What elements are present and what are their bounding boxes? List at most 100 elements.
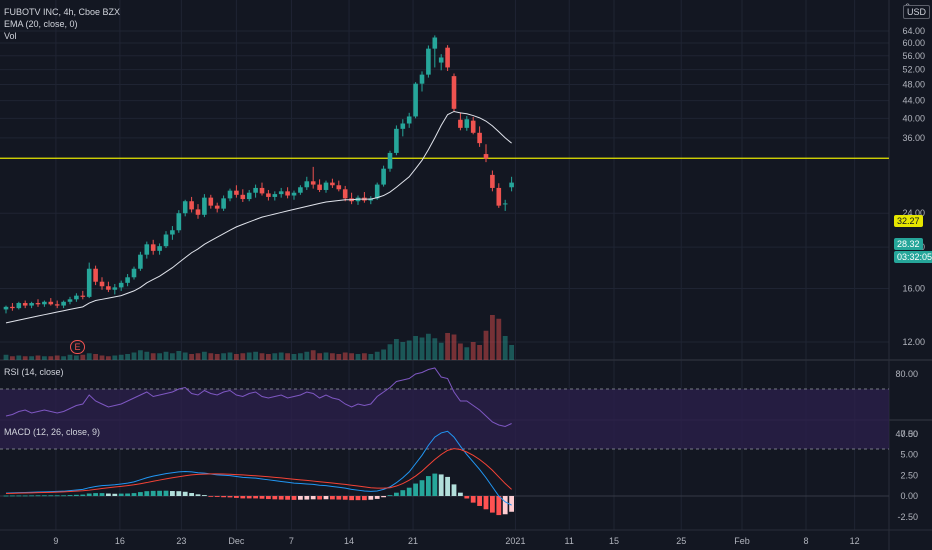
macd-histogram-bar: [157, 490, 162, 496]
macd-histogram-bar: [202, 495, 207, 496]
macd-histogram-bar: [458, 492, 463, 496]
volume-bar: [349, 353, 354, 360]
candle-body: [490, 174, 495, 188]
time-tick-label: 16: [115, 536, 125, 546]
time-tick-label: 21: [408, 536, 418, 546]
volume-bar: [48, 356, 54, 360]
volume-bar: [336, 354, 342, 360]
macd-histogram-bar: [394, 492, 399, 496]
candle-body: [112, 287, 118, 290]
volume-bar: [394, 339, 399, 360]
time-tick-label: 7: [289, 536, 294, 546]
candle-body: [157, 246, 162, 251]
macd-histogram-bar: [99, 493, 105, 496]
candle-body: [227, 190, 233, 199]
volume-legend[interactable]: Vol: [4, 31, 17, 41]
macd-histogram-bar: [227, 496, 233, 498]
volume-bar: [208, 353, 214, 360]
macd-histogram-bar: [381, 496, 386, 498]
volume-bar: [310, 350, 316, 360]
macd-histogram-bar: [413, 483, 418, 496]
volume-bar: [477, 345, 482, 360]
macd-histogram-bar: [362, 496, 367, 501]
macd-histogram-bar: [291, 496, 297, 500]
time-tick-label: Feb: [734, 536, 750, 546]
macd-histogram-bar: [29, 495, 34, 497]
macd-histogram-bar: [246, 496, 252, 499]
candle-body: [93, 268, 98, 282]
earnings-marker[interactable]: E: [70, 340, 85, 354]
candle-body: [10, 306, 15, 309]
candle-body: [413, 83, 418, 117]
symbol-legend[interactable]: FUBOTV INC, 4h, Cboe BZX: [4, 7, 121, 17]
currency-badge[interactable]: USD: [903, 5, 931, 19]
macd-legend[interactable]: MACD (12, 26, close, 9): [4, 427, 101, 437]
volume-bar: [67, 354, 73, 360]
candle-body: [189, 201, 194, 210]
candle-body: [291, 192, 297, 196]
candle-body: [214, 205, 220, 209]
ema-legend[interactable]: EMA (20, close, 0): [4, 19, 78, 29]
macd-histogram-bar: [330, 496, 335, 500]
macd-histogram-bar: [304, 496, 310, 500]
volume-bar: [176, 351, 182, 360]
macd-histogram-bar: [170, 491, 175, 496]
volume-bar: [470, 342, 476, 360]
volume-bar: [272, 353, 278, 360]
candle-body: [432, 37, 438, 49]
macd-histogram-bar: [477, 496, 482, 506]
candle-body: [163, 234, 169, 247]
macd-histogram-bar: [259, 496, 265, 499]
price-tick-label: 52.00: [902, 65, 925, 75]
volume-bar: [170, 353, 175, 360]
rsi-legend[interactable]: RSI (14, close): [4, 367, 64, 377]
volume-bar: [182, 352, 188, 360]
candle-body: [477, 132, 482, 144]
time-tick-label: 8: [803, 536, 808, 546]
volume-bar: [99, 355, 105, 360]
candle-body: [419, 74, 425, 84]
candle-body: [144, 244, 150, 255]
candle-body: [464, 119, 470, 128]
volume-bar: [342, 352, 348, 360]
ema-line: [5, 110, 512, 324]
volume-bar: [202, 351, 207, 360]
volume-bar: [413, 336, 418, 360]
volume-bar: [144, 351, 150, 360]
macd-histogram-bar: [509, 496, 514, 512]
volume-bar: [496, 318, 502, 360]
volume-bar: [419, 337, 425, 360]
macd-histogram-bar: [349, 496, 354, 501]
volume-bar: [80, 354, 86, 360]
macd-histogram-bar: [189, 493, 194, 496]
candle-body: [234, 190, 239, 195]
macd-histogram-bar: [112, 493, 118, 496]
macd-histogram-bar: [298, 496, 303, 500]
price-tick-label: 44.00: [902, 96, 925, 106]
candle-body: [16, 303, 22, 309]
volume-bar: [445, 333, 450, 360]
time-tick-label: 9: [53, 536, 58, 546]
candle-body: [106, 286, 111, 290]
time-tick-label: 11: [565, 536, 574, 546]
price-tick-label: 40.00: [902, 113, 925, 123]
macd-tick-label: 2.50: [900, 470, 918, 480]
price-tick-label: 24.00: [902, 208, 925, 218]
macd-histogram-bar: [3, 495, 9, 497]
macd-histogram-bar: [67, 495, 73, 496]
countdown-badge: 03:32:05: [894, 251, 932, 263]
macd-histogram-bar: [176, 491, 182, 496]
macd-histogram-bar: [266, 496, 271, 500]
macd-histogram-bar: [323, 496, 329, 500]
volume-bar: [112, 355, 118, 360]
candle-body: [170, 230, 175, 235]
macd-histogram-bar: [144, 491, 150, 496]
macd-tick-label: 5.00: [900, 450, 918, 460]
macd-histogram-bar: [61, 495, 66, 497]
macd-histogram-bar: [336, 496, 342, 500]
volume-bar: [253, 351, 258, 360]
price-tick-label: 64.00: [902, 26, 925, 36]
volume-bar: [355, 354, 361, 360]
price-tick-label: 16.00: [902, 284, 925, 294]
